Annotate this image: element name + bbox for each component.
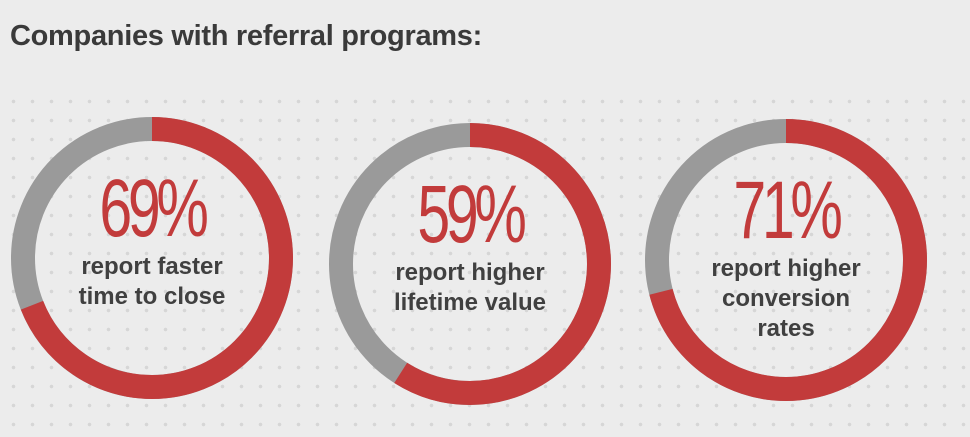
label-line: report higher <box>711 255 861 282</box>
donut-chart-0: 69% report faster time to close <box>10 116 294 400</box>
label-line: report faster <box>81 253 223 280</box>
donut-svg-2 <box>645 119 927 401</box>
donut-svg-1 <box>329 123 611 405</box>
donut-chart-1: 59% report higher lifetime value <box>328 122 612 406</box>
donut-chart-2: 71% report higher conversion rates <box>644 118 928 402</box>
label-line: rates <box>757 315 815 342</box>
label-line: report higher <box>395 259 545 286</box>
donut-label: report higher lifetime value <box>370 258 570 318</box>
donut-svg-0 <box>11 117 293 399</box>
label-line: conversion <box>721 285 851 312</box>
donut-value-arc <box>329 123 611 405</box>
donut-value-arc <box>11 117 293 399</box>
donut-value-arc <box>645 119 927 401</box>
percentage-value: 71% <box>733 165 843 256</box>
label-line: lifetime value <box>393 289 547 316</box>
donut-label: report faster time to close <box>52 252 252 312</box>
percentage-value: 59% <box>417 169 527 260</box>
percentage-value: 69% <box>99 163 209 254</box>
page-title: Companies with referral programs: <box>10 20 482 52</box>
donut-label: report higher conversion rates <box>686 254 886 344</box>
label-line: time to close <box>78 283 226 310</box>
